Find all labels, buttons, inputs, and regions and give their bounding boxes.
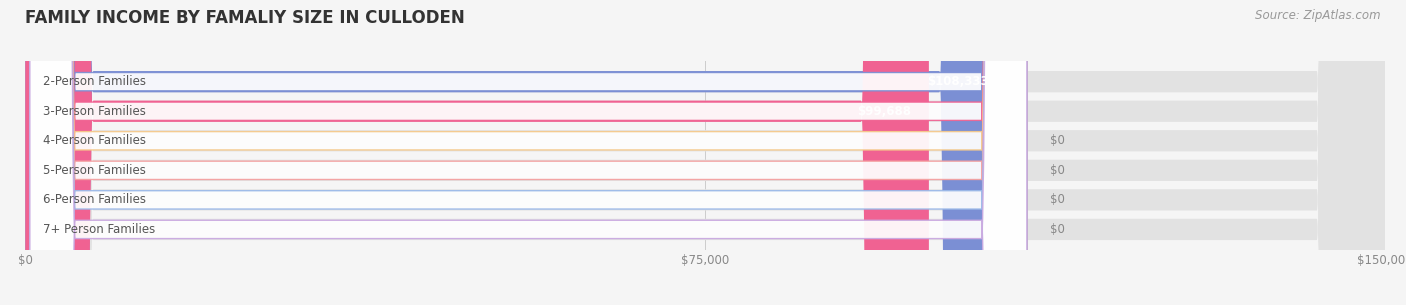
Text: 6-Person Families: 6-Person Families <box>44 193 146 206</box>
Text: $0: $0 <box>1049 134 1064 147</box>
FancyBboxPatch shape <box>25 0 1385 305</box>
Text: Source: ZipAtlas.com: Source: ZipAtlas.com <box>1256 9 1381 22</box>
FancyBboxPatch shape <box>25 0 1385 305</box>
Text: 7+ Person Families: 7+ Person Families <box>44 223 156 236</box>
FancyBboxPatch shape <box>25 0 1385 305</box>
Text: 5-Person Families: 5-Person Families <box>44 164 146 177</box>
Text: $0: $0 <box>1049 193 1064 206</box>
Text: $0: $0 <box>1049 164 1064 177</box>
FancyBboxPatch shape <box>30 0 1026 305</box>
FancyBboxPatch shape <box>25 0 929 305</box>
Text: 2-Person Families: 2-Person Families <box>44 75 146 88</box>
FancyBboxPatch shape <box>30 0 1026 305</box>
FancyBboxPatch shape <box>30 0 1026 305</box>
Text: 3-Person Families: 3-Person Families <box>44 105 146 118</box>
Text: 4-Person Families: 4-Person Families <box>44 134 146 147</box>
Text: $99,688: $99,688 <box>856 105 911 118</box>
FancyBboxPatch shape <box>25 0 1385 305</box>
Text: FAMILY INCOME BY FAMALIY SIZE IN CULLODEN: FAMILY INCOME BY FAMALIY SIZE IN CULLODE… <box>25 9 465 27</box>
FancyBboxPatch shape <box>30 0 1026 305</box>
Text: $0: $0 <box>1049 223 1064 236</box>
FancyBboxPatch shape <box>30 0 1026 305</box>
Text: $108,333: $108,333 <box>928 75 988 88</box>
FancyBboxPatch shape <box>25 0 1007 305</box>
FancyBboxPatch shape <box>30 0 1026 305</box>
FancyBboxPatch shape <box>25 0 1385 305</box>
FancyBboxPatch shape <box>25 0 1385 305</box>
